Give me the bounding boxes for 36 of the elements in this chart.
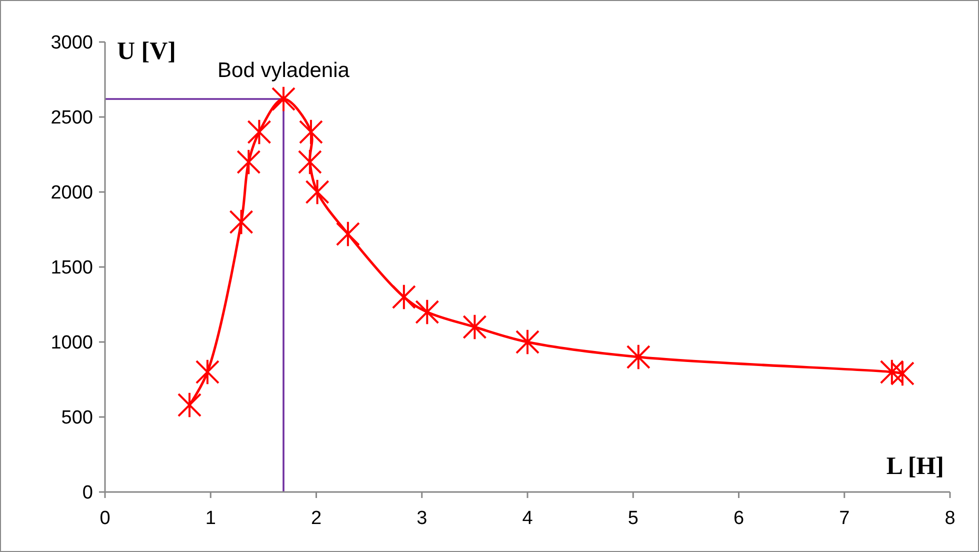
point <box>236 148 261 176</box>
x-tick-label: 8 <box>944 508 956 529</box>
point <box>415 298 440 326</box>
point <box>626 344 650 370</box>
y-tick-label: 500 <box>61 408 93 429</box>
point <box>195 358 220 386</box>
y-tick-label: 0 <box>82 482 93 504</box>
x-tick-label: 3 <box>416 508 428 529</box>
y-tick-label: 1000 <box>50 332 93 354</box>
annotation: Bod vyladenia <box>218 59 350 82</box>
point <box>298 118 323 146</box>
x-tick-label: 5 <box>628 508 638 529</box>
y-tick-label: 2000 <box>50 182 93 204</box>
point <box>462 314 487 340</box>
point <box>305 178 330 206</box>
point <box>272 86 296 112</box>
x-tick-label: 0 <box>100 508 110 529</box>
y-tick-label: 1500 <box>50 258 93 279</box>
y-axis-title: U [V] <box>117 38 176 65</box>
x-axis-title: L [H] <box>886 453 944 480</box>
x-tick-label: 7 <box>839 508 850 529</box>
x-tick-label: 2 <box>310 508 322 529</box>
point <box>178 392 202 418</box>
point <box>298 148 322 176</box>
point <box>516 328 540 356</box>
x-tick-label: 6 <box>733 508 744 529</box>
x-tick-label: 4 <box>522 508 534 529</box>
point <box>890 360 914 387</box>
point <box>392 284 416 310</box>
point <box>336 220 360 248</box>
y-tick-label: 3000 <box>50 32 93 54</box>
point <box>247 118 272 146</box>
y-tick-label: 2500 <box>50 108 93 129</box>
x-tick-label: 1 <box>205 508 216 529</box>
point <box>229 208 254 236</box>
point <box>880 358 904 386</box>
